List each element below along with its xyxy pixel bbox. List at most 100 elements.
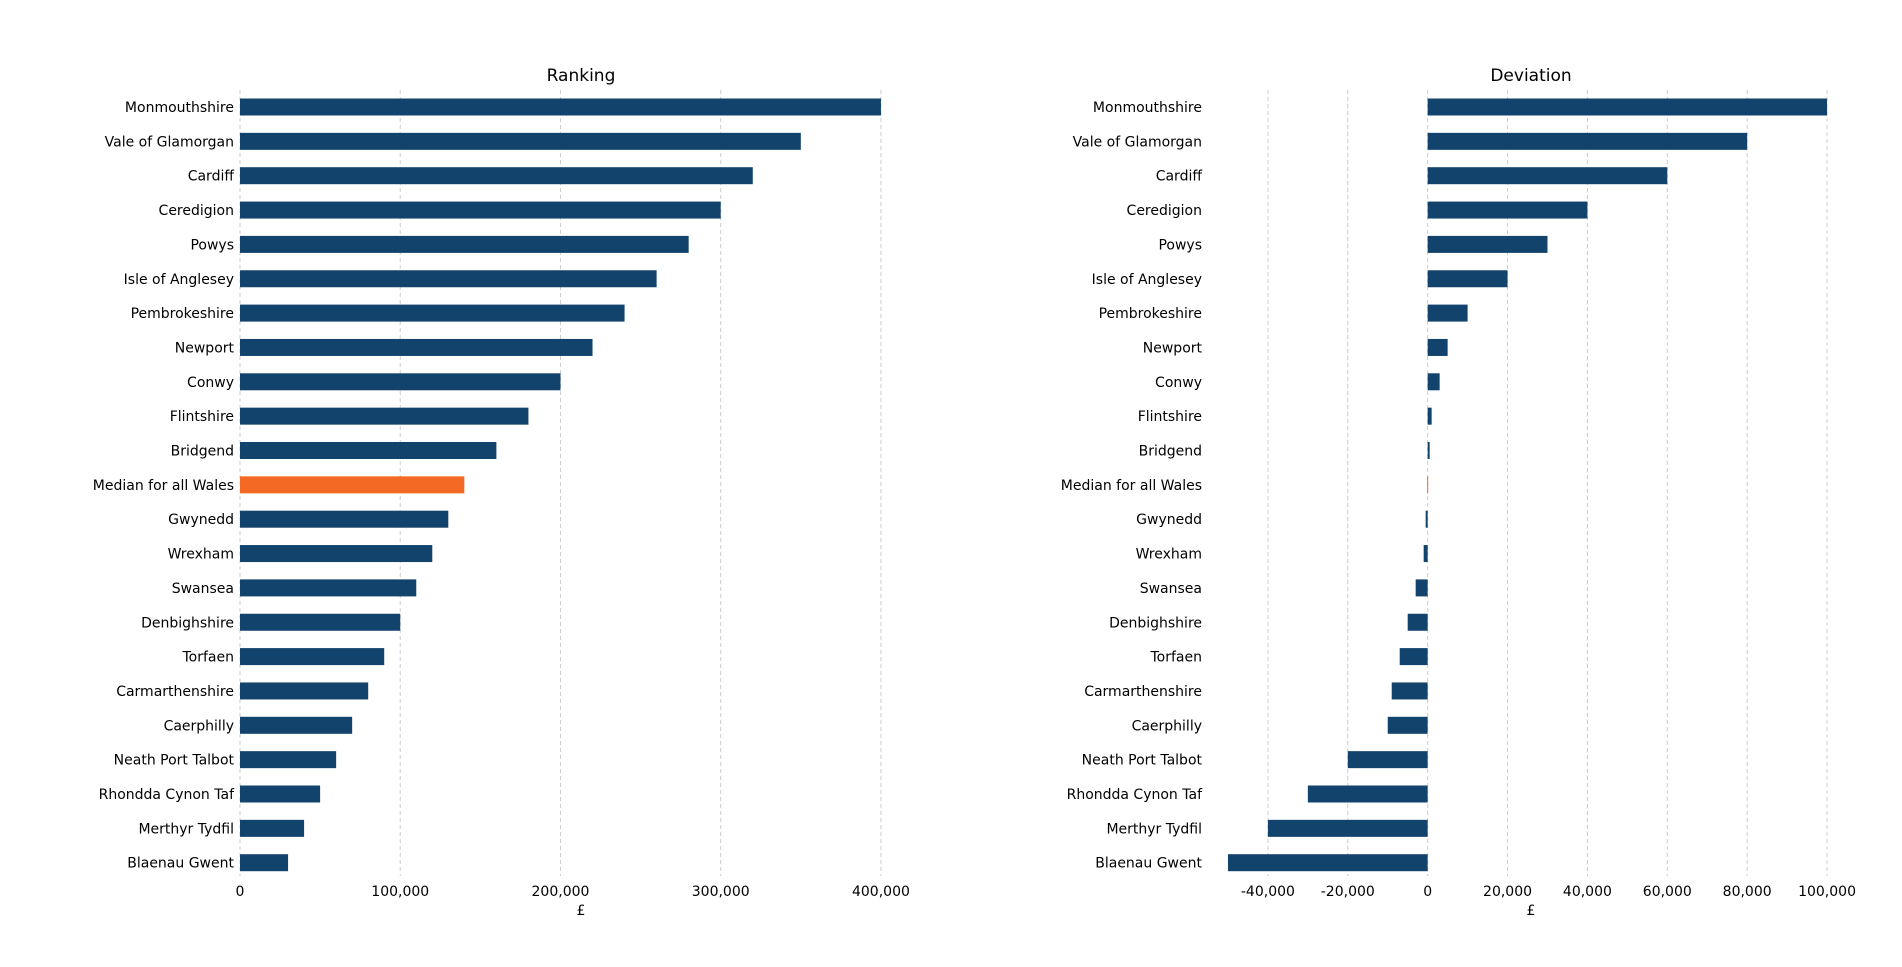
ranking-category-label: Gwynedd xyxy=(168,512,234,528)
deviation-category-label: Rhondda Cynon Taf xyxy=(1067,787,1203,803)
deviation-bar-neath-port-talbot xyxy=(1347,751,1428,769)
ranking-category-label: Merthyr Tydfil xyxy=(138,821,234,837)
deviation-category-label: Isle of Anglesey xyxy=(1092,272,1202,288)
ranking-bar-torfaen xyxy=(240,648,385,666)
ranking-category-label: Newport xyxy=(175,340,235,356)
ranking-bar-isle-of-anglesey xyxy=(240,270,657,288)
ranking-x-axis-label: £ xyxy=(577,903,586,919)
deviation-category-label: Bridgend xyxy=(1139,444,1202,460)
deviation-category-label: Swansea xyxy=(1140,581,1202,597)
ranking-category-label: Vale of Glamorgan xyxy=(105,134,234,150)
deviation-bars xyxy=(1227,98,1828,872)
ranking-category-label: Isle of Anglesey xyxy=(124,272,234,288)
ranking-bar-cardiff xyxy=(240,167,753,185)
deviation-category-label: Gwynedd xyxy=(1136,512,1202,528)
ranking-bar-vale-of-glamorgan xyxy=(240,132,801,150)
deviation-category-label: Ceredigion xyxy=(1127,203,1202,219)
deviation-category-label: Powys xyxy=(1158,237,1202,253)
ranking-category-label: Neath Port Talbot xyxy=(114,753,235,769)
deviation-category-label: Newport xyxy=(1143,340,1203,356)
ranking-bar-flintshire xyxy=(240,407,529,425)
deviation-grid xyxy=(1267,90,1828,876)
deviation-category-label: Blaenau Gwent xyxy=(1095,856,1202,872)
deviation-x-tick-label: 0 xyxy=(1423,884,1432,900)
ranking-category-label: Bridgend xyxy=(171,444,234,460)
deviation-bar-flintshire xyxy=(1427,407,1432,425)
deviation-category-label: Denbighshire xyxy=(1109,615,1202,631)
ranking-category-label: Torfaen xyxy=(182,650,235,666)
ranking-category-label: Blaenau Gwent xyxy=(127,856,234,872)
deviation-category-label: Pembrokeshire xyxy=(1099,306,1202,322)
ranking-bar-median-for-all-wales xyxy=(240,476,465,494)
ranking-bar-denbighshire xyxy=(240,613,401,631)
deviation-x-tick-label: -20,000 xyxy=(1321,884,1375,900)
deviation-category-label: Cardiff xyxy=(1156,169,1203,185)
deviation-title: Deviation xyxy=(1490,66,1571,86)
deviation-bar-vale-of-glamorgan xyxy=(1427,132,1748,150)
ranking-x-tick-label: 0 xyxy=(236,884,245,900)
deviation-bar-denbighshire xyxy=(1407,613,1428,631)
ranking-category-label: Wrexham xyxy=(168,547,234,563)
deviation-bar-caerphilly xyxy=(1387,716,1428,734)
ranking-category-label: Flintshire xyxy=(170,409,234,425)
ranking-bar-monmouthshire xyxy=(240,98,881,116)
deviation-bar-pembrokeshire xyxy=(1427,304,1468,322)
deviation-category-label: Vale of Glamorgan xyxy=(1073,134,1202,150)
deviation-category-labels: Monmouthshire Vale of Glamorgan Cardiff Cer… xyxy=(1061,100,1203,872)
deviation-x-axis-label: £ xyxy=(1527,903,1536,919)
deviation-category-label: Monmouthshire xyxy=(1093,100,1202,116)
deviation-category-label: Wrexham xyxy=(1136,547,1202,563)
ranking-category-label: Ceredigion xyxy=(159,203,234,219)
deviation-category-label: Carmarthenshire xyxy=(1084,684,1202,700)
ranking-bar-blaenau-gwent xyxy=(240,854,289,872)
ranking-category-label: Conwy xyxy=(187,375,234,391)
ranking-bar-merthyr-tydfil xyxy=(240,819,305,837)
ranking-bar-neath-port-talbot xyxy=(240,751,337,769)
deviation-bar-bridgend xyxy=(1427,442,1430,459)
deviation-bar-powys xyxy=(1427,235,1548,253)
ranking-bar-powys xyxy=(240,235,689,253)
ranking-category-label: Swansea xyxy=(172,581,234,597)
deviation-bar-monmouthshire xyxy=(1427,98,1828,116)
ranking-bar-conwy xyxy=(240,373,561,391)
ranking-category-label: Cardiff xyxy=(188,169,235,185)
ranking-bar-carmarthenshire xyxy=(240,682,369,700)
deviation-x-tick-label: 100,000 xyxy=(1798,884,1856,900)
deviation-bar-blaenau-gwent xyxy=(1227,854,1428,872)
deviation-panel: Deviation Monmouthshire Vale of Glamorgan… xyxy=(1061,66,1856,919)
deviation-x-tick-label: 40,000 xyxy=(1563,884,1612,900)
ranking-bars xyxy=(240,98,881,872)
ranking-x-ticks: 0 100,000 200,000 300,000 400,000 xyxy=(236,884,910,900)
deviation-bar-newport xyxy=(1427,338,1448,356)
deviation-category-label: Caerphilly xyxy=(1132,718,1202,734)
deviation-bar-merthyr-tydfil xyxy=(1267,819,1428,837)
ranking-bar-gwynedd xyxy=(240,510,449,528)
ranking-x-tick-label: 300,000 xyxy=(692,884,750,900)
ranking-category-label: Monmouthshire xyxy=(125,100,234,116)
deviation-x-tick-label: 80,000 xyxy=(1723,884,1772,900)
ranking-bar-wrexham xyxy=(240,545,433,563)
deviation-bar-median-for-all-wales xyxy=(1427,476,1429,494)
ranking-panel: Ranking Monmouthshire Vale of Glamorgan Ca… xyxy=(93,66,910,919)
deviation-category-label: Conwy xyxy=(1155,375,1202,391)
ranking-bar-bridgend xyxy=(240,442,497,459)
ranking-bar-newport xyxy=(240,338,593,356)
ranking-x-tick-label: 100,000 xyxy=(371,884,429,900)
ranking-x-tick-label: 400,000 xyxy=(852,884,910,900)
deviation-bar-isle-of-anglesey xyxy=(1427,270,1508,288)
deviation-bar-wrexham xyxy=(1423,545,1428,563)
ranking-category-label: Powys xyxy=(190,237,234,253)
deviation-category-label: Torfaen xyxy=(1150,650,1203,666)
ranking-category-label: Pembrokeshire xyxy=(131,306,234,322)
deviation-bar-gwynedd xyxy=(1425,510,1428,528)
ranking-bar-swansea xyxy=(240,579,417,597)
deviation-bar-cardiff xyxy=(1427,167,1668,185)
deviation-bar-conwy xyxy=(1427,373,1440,391)
deviation-bar-carmarthenshire xyxy=(1391,682,1428,700)
deviation-x-tick-label: 20,000 xyxy=(1483,884,1532,900)
ranking-category-label: Caerphilly xyxy=(164,718,234,734)
deviation-x-tick-label: 60,000 xyxy=(1643,884,1692,900)
ranking-x-tick-label: 200,000 xyxy=(532,884,590,900)
deviation-bar-swansea xyxy=(1415,579,1428,597)
